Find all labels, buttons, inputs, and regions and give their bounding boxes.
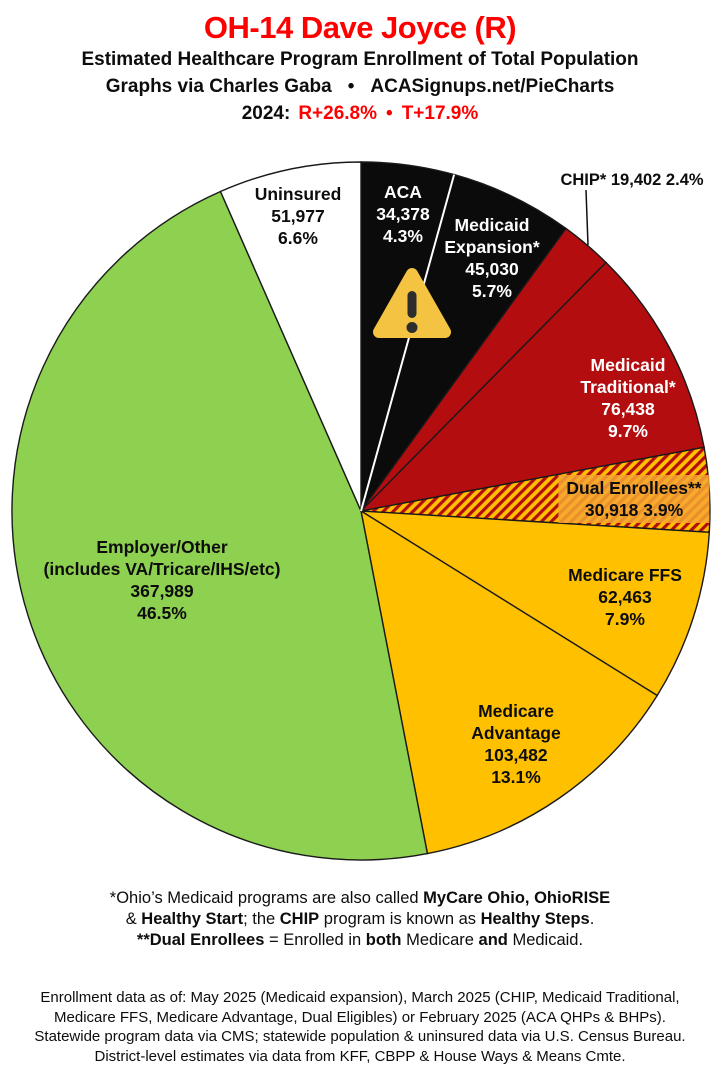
slice-divider (360, 174, 456, 512)
header: OH-14 Dave Joyce (R) Estimated Healthcar… (0, 10, 720, 127)
subtitle: Estimated Healthcare Program Enrollment … (81, 49, 639, 70)
credit-line: Graphs via Charles Gaba • ACASignups.net/P… (0, 73, 720, 100)
pie-slice-medicare-advantage (360, 509, 659, 855)
credit-author: Graphs via Charles Gaba (105, 76, 332, 97)
partisan-lean-line: 2024: R+26.8% • T+17.9% (0, 100, 720, 127)
partisan-r-value: R+26.8% (298, 103, 378, 124)
pie-slice-uninsured (219, 161, 362, 512)
bullet-separator-icon: • (386, 103, 393, 124)
credit-site: ACASignups.net/PieCharts (370, 76, 615, 97)
partisan-t-value: T+17.9% (401, 103, 479, 124)
data-source-note: Enrollment data as of: May 2025 (Medicai… (34, 989, 686, 1065)
pie-slice-medicaid-traditional (358, 261, 705, 513)
pie-slice-medicare-ffs (360, 510, 711, 697)
partisan-year: 2024: (241, 103, 291, 124)
callout-line-chip (585, 189, 589, 246)
page-title: OH-14 Dave Joyce (R) (203, 10, 517, 45)
footnotes: *Ohio’s Medicaid programs are also calle… (109, 889, 611, 949)
pie-chart: ACA 34,378 4.3% Medicaid Expansion* 45,030 5.7… (0, 150, 720, 865)
warning-icon (373, 268, 451, 338)
pie-chart-svg (11, 161, 711, 861)
pie-slice-medicaid-expansion (360, 173, 567, 512)
bullet-separator-icon: • (347, 76, 355, 97)
pie-slice-employer-other (11, 190, 429, 861)
